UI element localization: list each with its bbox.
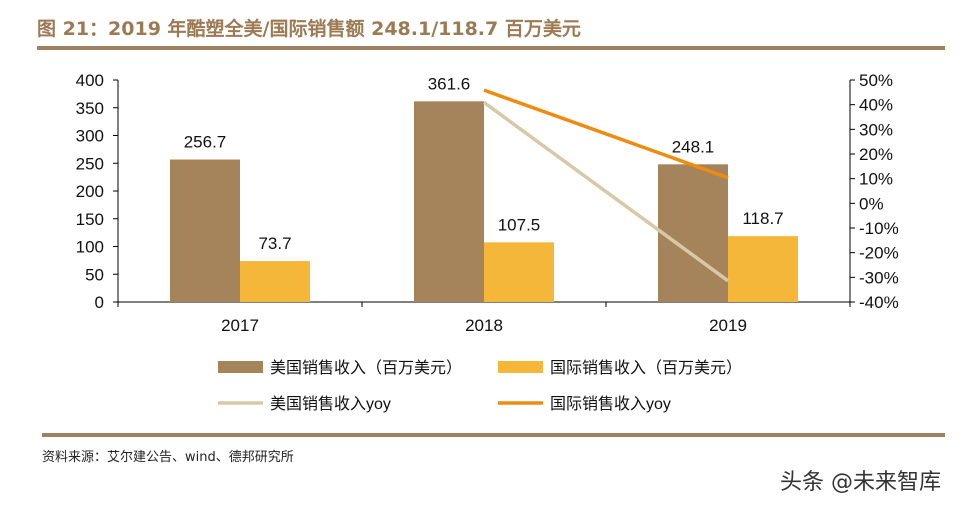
line-intl-yoy bbox=[483, 88, 729, 180]
legend-label: 国际销售收入（百万美元） bbox=[550, 359, 742, 377]
legend-label: 国际销售收入yoy bbox=[550, 395, 671, 413]
x-tick-label: 2017 bbox=[221, 316, 259, 335]
x-tick-label: 2019 bbox=[709, 316, 747, 335]
bar-intl-2018 bbox=[484, 242, 554, 302]
bar-data-label: 73.7 bbox=[258, 234, 291, 253]
chart: 0 50 100 150 200 250 300 350 400 -40% -30% -20% -10%… bbox=[76, 71, 899, 413]
right-tick-label: 30% bbox=[859, 120, 893, 139]
legend-label: 美国销售收入（百万美元） bbox=[270, 359, 462, 377]
left-tick-label: 150 bbox=[76, 210, 104, 229]
source-note: 资料来源：艾尔建公告、wind、德邦研究所 bbox=[42, 450, 294, 465]
bar-data-label: 107.5 bbox=[498, 215, 541, 234]
right-tick-label: -30% bbox=[859, 268, 899, 287]
watermark: 头条 @未来智库 bbox=[780, 470, 941, 495]
right-tick-label: -40% bbox=[859, 293, 899, 312]
x-tick-label: 2018 bbox=[465, 316, 503, 335]
right-tick-label: 0% bbox=[859, 194, 884, 213]
left-tick-label: 200 bbox=[76, 182, 104, 201]
legend-swatch bbox=[498, 361, 543, 373]
bar-us-2017 bbox=[170, 159, 240, 302]
right-tick-label: 40% bbox=[859, 96, 893, 115]
left-tick-label: 300 bbox=[76, 127, 104, 146]
legend-swatch bbox=[218, 361, 263, 373]
bar-data-label: 118.7 bbox=[742, 209, 783, 228]
right-tick-label: 10% bbox=[859, 170, 893, 189]
bar-data-label: 248.1 bbox=[672, 137, 715, 156]
left-tick-label: 250 bbox=[76, 154, 104, 173]
title-rule bbox=[37, 46, 945, 50]
bottom-rule bbox=[42, 433, 945, 437]
line-us-yoy bbox=[482, 101, 730, 283]
bar-us-2019 bbox=[658, 164, 728, 302]
bar-intl-2019 bbox=[728, 236, 798, 302]
legend-label: 美国销售收入yoy bbox=[270, 395, 391, 413]
bar-intl-2017 bbox=[240, 261, 310, 302]
right-tick-label: -20% bbox=[859, 244, 899, 263]
bar-us-2018 bbox=[414, 101, 484, 302]
figure-title: 图 21：2019 年酷塑全美/国际销售额 248.1/118.7 百万美元 bbox=[37, 18, 581, 40]
left-tick-label: 100 bbox=[76, 238, 104, 257]
right-tick-label: 20% bbox=[859, 145, 893, 164]
right-tick-label: 50% bbox=[859, 71, 893, 90]
left-tick-label: 0 bbox=[95, 293, 104, 312]
bar-data-label: 361.6 bbox=[428, 74, 471, 93]
left-tick-label: 400 bbox=[76, 71, 104, 90]
bar-data-label: 256.7 bbox=[184, 133, 227, 152]
left-tick-label: 350 bbox=[76, 99, 104, 118]
right-tick-label: -10% bbox=[859, 219, 899, 238]
left-tick-label: 50 bbox=[85, 265, 104, 284]
